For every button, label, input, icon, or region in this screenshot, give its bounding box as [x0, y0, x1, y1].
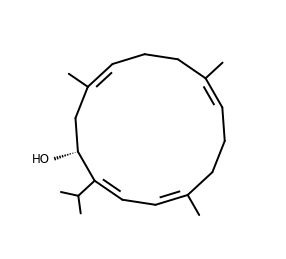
Text: HO: HO [32, 153, 50, 166]
